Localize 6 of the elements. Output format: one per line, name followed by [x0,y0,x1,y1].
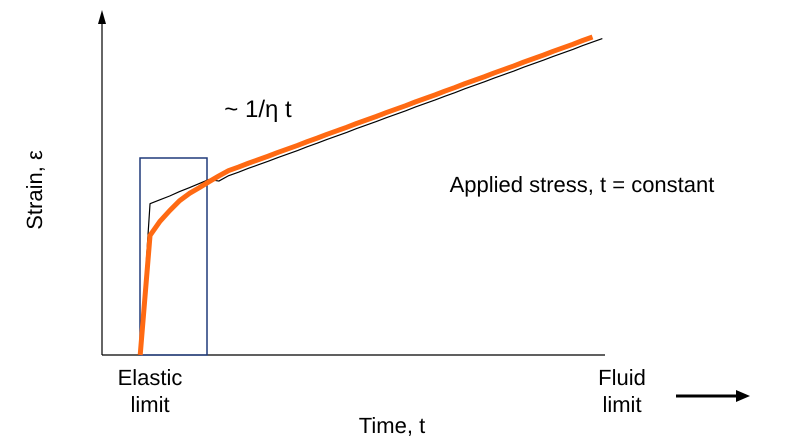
x-axis-title: Time, t [358,413,426,438]
x-tick-label: Elastic limit [118,365,182,417]
x-tick-label: Fluid limit [598,365,646,417]
annotation: Applied stress, t = constant [450,172,714,197]
y-axis-title: Strain, ε [22,150,47,230]
annotation: ~ 1/η t [224,96,292,123]
